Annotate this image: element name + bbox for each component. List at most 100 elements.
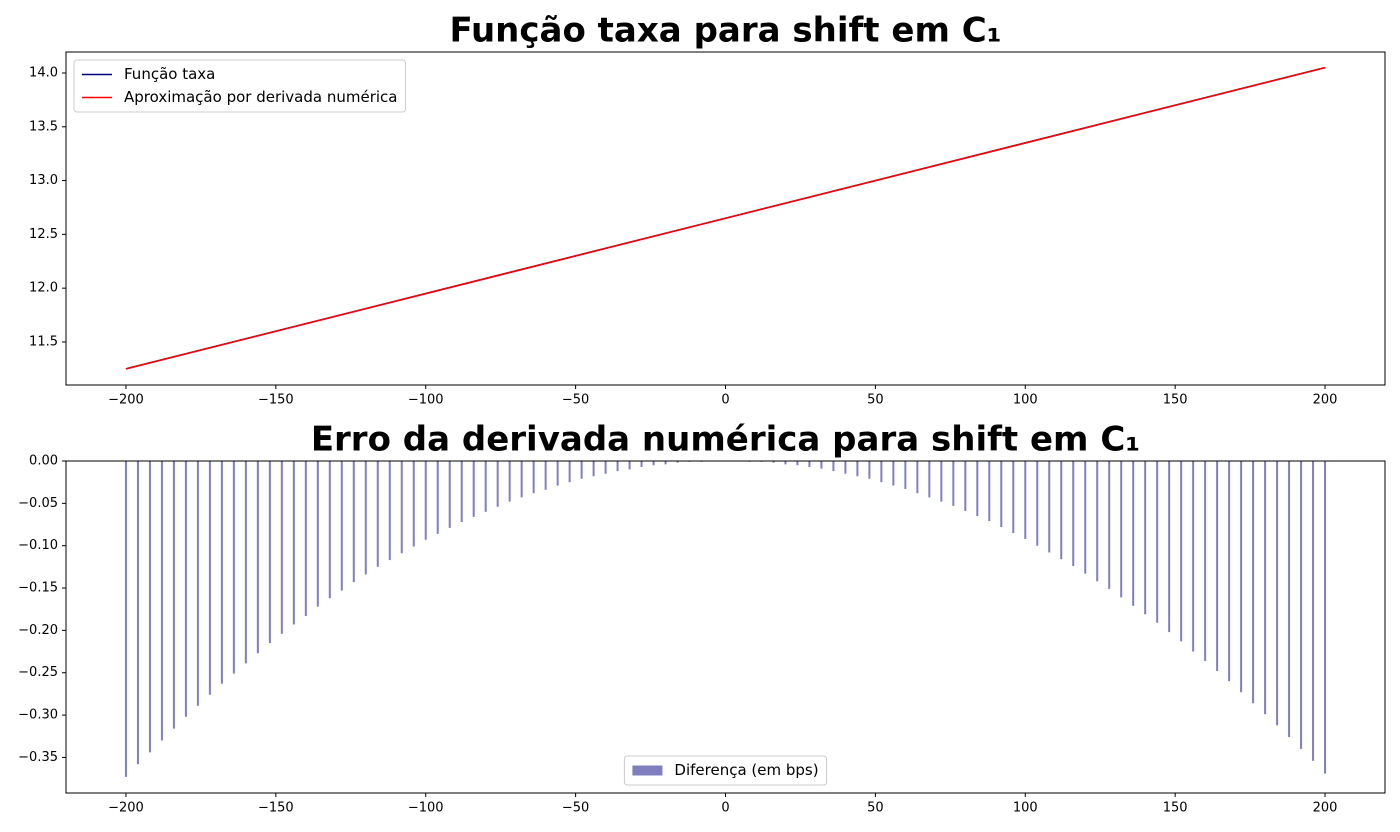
chart-title: Função taxa para shift em C₁ — [449, 11, 1001, 51]
axes-frame — [65, 51, 1386, 386]
x-tick-label: −200 — [108, 801, 144, 816]
x-tick-label: −100 — [408, 801, 444, 816]
bar — [400, 461, 403, 554]
bar — [460, 461, 463, 522]
legend: Diferença (em bps) — [632, 761, 819, 779]
bar — [268, 461, 271, 644]
bar — [232, 461, 235, 674]
bar — [880, 461, 883, 483]
x-tick-label: −200 — [108, 393, 144, 408]
bar — [1084, 461, 1087, 574]
y-tick-label: 13.0 — [29, 173, 58, 188]
chart-title: Erro da derivada numérica para shift em … — [311, 420, 1140, 460]
bar — [652, 461, 655, 466]
bar — [1228, 461, 1231, 682]
legend-label: Diferença (em bps) — [674, 761, 818, 779]
bar — [604, 461, 607, 474]
bar — [292, 461, 295, 625]
bar — [928, 461, 931, 498]
bar — [328, 461, 331, 599]
axes-frame — [65, 460, 1386, 794]
bar — [784, 461, 787, 465]
bar — [976, 461, 979, 517]
x-tick-label: 50 — [867, 393, 884, 408]
bar — [388, 461, 391, 561]
legend-box — [73, 59, 406, 113]
bar — [376, 461, 379, 567]
bar — [1012, 461, 1015, 533]
bar — [592, 461, 595, 477]
y-tick-label: −0.35 — [18, 750, 58, 765]
bar — [664, 461, 667, 465]
bar — [988, 461, 991, 522]
x-tick-label: −50 — [562, 801, 589, 816]
x-tick-label: 200 — [1313, 801, 1338, 816]
x-tick-label: −100 — [408, 393, 444, 408]
bar — [856, 461, 859, 477]
x-tick-label: 200 — [1313, 393, 1338, 408]
legend-label: Aproximação por derivada numérica — [124, 88, 397, 106]
bar — [436, 461, 439, 534]
bar — [1132, 461, 1135, 606]
bar — [532, 461, 535, 494]
bar — [1312, 461, 1315, 761]
bar — [1108, 461, 1111, 589]
bar — [1204, 461, 1207, 661]
legend: Função taxa Aproximação por derivada numé… — [82, 65, 397, 106]
bar — [772, 461, 775, 463]
y-tick-label: 0.00 — [29, 454, 58, 469]
bar — [1000, 461, 1003, 528]
bar — [1276, 461, 1279, 726]
bar — [340, 461, 343, 591]
bar — [892, 461, 895, 486]
y-tick-label: 14.0 — [29, 65, 58, 80]
bar — [316, 461, 319, 607]
bar — [364, 461, 367, 575]
bar — [808, 461, 811, 467]
bar — [628, 461, 631, 470]
bar — [412, 461, 415, 547]
line — [125, 66, 1326, 370]
x-tick-label: 0 — [721, 801, 729, 816]
bar — [1264, 461, 1267, 715]
x-tick-label: −150 — [258, 393, 294, 408]
x-tick-label: −150 — [258, 801, 294, 816]
bar — [1216, 461, 1219, 672]
x-tick-label: 150 — [1163, 393, 1188, 408]
bar — [1060, 461, 1063, 560]
bar — [1180, 461, 1183, 642]
bar — [148, 461, 151, 753]
x-tick-label: −50 — [562, 393, 589, 408]
bar — [556, 461, 559, 486]
bar — [868, 461, 871, 479]
bar — [1156, 461, 1159, 623]
x-tick-label: 150 — [1163, 801, 1188, 816]
x-tick-label: 50 — [867, 801, 884, 816]
y-tick-label: −0.05 — [18, 496, 58, 511]
bar — [580, 461, 583, 479]
bar — [172, 461, 175, 729]
bar — [952, 461, 955, 506]
legend-box — [623, 755, 828, 786]
y-tick-label: −0.25 — [18, 665, 58, 680]
y-tick-label: 13.5 — [29, 119, 58, 134]
bar — [208, 461, 211, 695]
bar — [964, 461, 967, 511]
bar — [1144, 461, 1147, 615]
bar — [568, 461, 571, 483]
bar — [496, 461, 499, 507]
y-tick-label: −0.30 — [18, 708, 58, 723]
bar — [940, 461, 943, 502]
bar — [844, 461, 847, 474]
bar — [424, 461, 427, 540]
bar — [544, 461, 547, 490]
y-tick-label: −0.15 — [18, 581, 58, 596]
bar — [220, 461, 223, 684]
bar — [916, 461, 919, 494]
bar — [124, 461, 127, 777]
bar — [820, 461, 823, 469]
y-tick-label: −0.10 — [18, 538, 58, 553]
bar — [1192, 461, 1195, 652]
bar — [640, 461, 643, 467]
